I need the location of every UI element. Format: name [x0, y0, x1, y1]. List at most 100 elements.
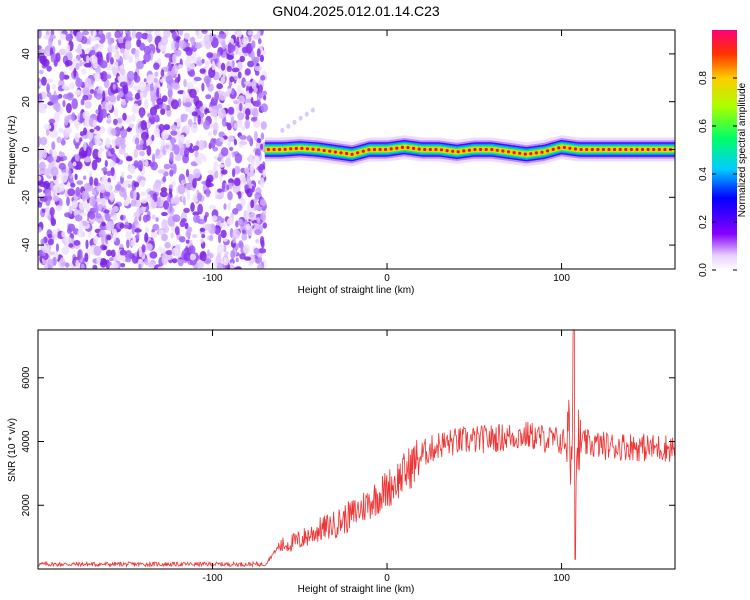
noise-blob	[95, 156, 102, 163]
noise-blob	[68, 243, 74, 248]
noise-blob	[239, 253, 246, 260]
noise-blob	[67, 188, 76, 197]
noise-blob	[262, 169, 267, 178]
noise-blob	[146, 137, 151, 148]
noise-blob	[135, 144, 144, 151]
noise-blob	[161, 247, 166, 255]
noise-blob	[84, 63, 92, 68]
noise-blob	[59, 33, 66, 40]
noise-blob	[256, 137, 262, 144]
noise-blob	[218, 33, 226, 39]
noise-blob	[161, 130, 169, 140]
noise-blob	[192, 234, 198, 239]
noise-blob	[99, 183, 106, 194]
noise-blob	[111, 261, 119, 269]
noise-blob	[64, 60, 73, 67]
noise-blob	[109, 161, 116, 168]
noise-blob	[46, 83, 50, 94]
noise-blob	[260, 177, 265, 188]
noise-blob	[47, 233, 53, 239]
noise-blob	[65, 262, 70, 268]
noise-blob	[168, 184, 174, 189]
noise-blob	[221, 182, 226, 193]
noise-blob	[206, 52, 214, 59]
signal-peak	[300, 146, 304, 150]
noise-blob	[197, 260, 205, 269]
noise-blob	[179, 30, 184, 36]
noise-blob	[254, 65, 262, 72]
noise-blob	[233, 122, 238, 129]
noise-blob	[245, 115, 250, 121]
noise-blob	[172, 31, 177, 40]
noise-blob	[157, 196, 161, 206]
noise-blob	[237, 191, 242, 200]
noise-blob	[140, 198, 148, 204]
noise-blob	[89, 207, 97, 214]
noise-blob	[98, 43, 104, 50]
noise-blob	[218, 233, 222, 244]
noise-blob	[152, 223, 160, 231]
noise-blob	[262, 222, 268, 229]
noise-blob	[109, 94, 117, 103]
noise-blob	[260, 213, 266, 221]
signal-peak	[372, 147, 377, 152]
noise-blob	[207, 170, 215, 175]
noise-blob	[246, 188, 253, 198]
noise-blob	[242, 37, 249, 45]
noise-blob	[141, 32, 149, 40]
noise-blob	[210, 109, 218, 118]
noise-blob	[92, 264, 98, 269]
noise-blob	[223, 203, 227, 211]
noise-blob	[229, 262, 234, 269]
noise-blob	[171, 247, 179, 256]
noise-blob	[38, 175, 42, 181]
noise-blob	[227, 106, 235, 115]
noise-blob	[62, 93, 70, 100]
noise-blob	[163, 124, 171, 131]
noise-blob	[127, 165, 136, 173]
noise-blob	[258, 84, 263, 94]
noise-blob	[129, 96, 133, 102]
noise-blob	[154, 114, 160, 123]
noise-blob	[40, 238, 45, 245]
noise-blob	[208, 204, 217, 210]
noise-blob	[244, 68, 251, 76]
noise-blob	[64, 212, 72, 218]
noise-blob	[140, 191, 147, 197]
noise-blob	[227, 178, 235, 183]
noise-blob	[107, 114, 112, 122]
noise-blob	[189, 253, 197, 261]
noise-blob	[251, 79, 257, 90]
noise-blob	[94, 72, 101, 82]
signal-peak	[657, 147, 661, 152]
noise-blob	[174, 226, 180, 236]
signal-peak	[629, 147, 634, 152]
noise-blob	[145, 226, 149, 233]
spectrogram-ytick-label: 20	[21, 96, 32, 108]
noise-blob	[250, 116, 257, 122]
noise-blob	[227, 135, 234, 143]
noise-blob	[112, 83, 116, 90]
noise-blob	[220, 76, 226, 84]
noise-blob	[258, 92, 263, 99]
noise-blob	[122, 112, 127, 121]
noise-blob	[135, 31, 143, 40]
noise-blob	[61, 230, 66, 238]
signal-peak	[423, 147, 427, 152]
colorbar-tick-label: 0.2	[698, 215, 709, 229]
noise-blob	[120, 171, 125, 178]
noise-blob	[42, 251, 46, 257]
noise-blob	[189, 88, 197, 99]
noise-blob	[226, 184, 230, 191]
noise-blob	[193, 114, 197, 123]
signal-peak	[568, 146, 572, 150]
spectrogram-ytick-label: -40	[21, 237, 32, 252]
noise-blob	[122, 84, 129, 95]
noise-blob	[149, 106, 158, 116]
noise-blob	[144, 98, 149, 110]
noise-blob	[192, 178, 197, 189]
noise-blob	[188, 69, 196, 77]
signal-peak	[546, 149, 550, 153]
noise-blob	[83, 141, 87, 152]
noise-blob	[102, 90, 106, 102]
